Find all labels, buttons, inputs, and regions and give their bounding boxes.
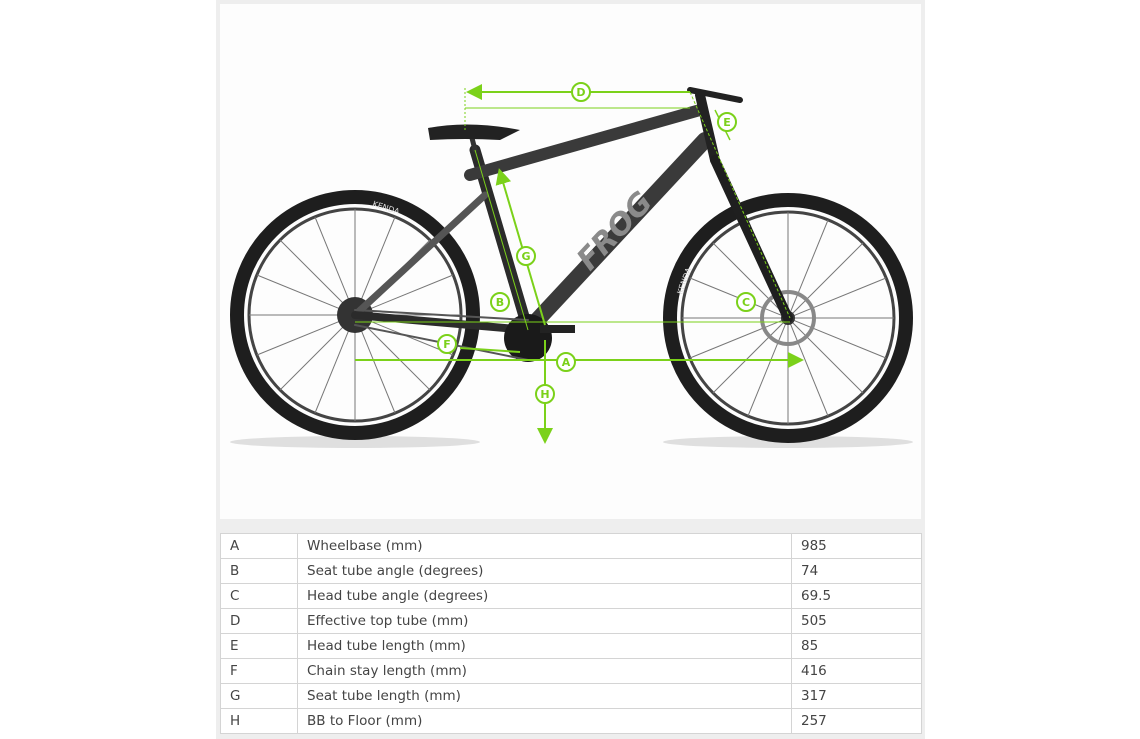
measure-key: E: [220, 633, 298, 659]
measure-value: 74: [791, 558, 922, 584]
svg-text:G: G: [521, 250, 530, 263]
svg-text:F: F: [443, 338, 451, 351]
svg-text:B: B: [496, 296, 504, 309]
measure-key: F: [220, 658, 298, 684]
measure-key: B: [220, 558, 298, 584]
table-row: B Seat tube angle (degrees) 74: [220, 558, 922, 584]
measure-label: Seat tube angle (degrees): [297, 558, 792, 584]
measure-label: Chain stay length (mm): [297, 658, 792, 684]
measure-value: 505: [791, 608, 922, 634]
measure-value: 317: [791, 683, 922, 709]
measure-value: 257: [791, 708, 922, 734]
marker-f: F: [437, 334, 457, 354]
marker-d: D: [571, 82, 591, 102]
table-row: H BB to Floor (mm) 257: [220, 708, 922, 734]
measure-key: D: [220, 608, 298, 634]
table-row: A Wheelbase (mm) 985: [220, 533, 922, 559]
rear-wheel-shadow: [230, 436, 480, 448]
geometry-table-container: A Wheelbase (mm) 985 B Seat tube angle (degr…: [216, 523, 925, 739]
measure-value: 985: [791, 533, 922, 559]
measure-label: Head tube length (mm): [297, 633, 792, 659]
svg-text:H: H: [540, 388, 549, 401]
marker-e: E: [717, 112, 737, 132]
table-row: F Chain stay length (mm) 416: [220, 658, 922, 684]
marker-g: G: [516, 246, 536, 266]
measure-key: G: [220, 683, 298, 709]
geometry-table: A Wheelbase (mm) 985 B Seat tube angle (degr…: [220, 533, 922, 734]
measure-label: Effective top tube (mm): [297, 608, 792, 634]
measure-key: C: [220, 583, 298, 609]
marker-c: C: [736, 292, 756, 312]
svg-text:D: D: [576, 86, 585, 99]
measure-key: H: [220, 708, 298, 734]
geometry-markers: A B C D E F G H: [437, 82, 756, 404]
table-row: G Seat tube length (mm) 317: [220, 683, 922, 709]
measure-value: 69.5: [791, 583, 922, 609]
measure-value: 85: [791, 633, 922, 659]
measure-label: Wheelbase (mm): [297, 533, 792, 559]
table-row: D Effective top tube (mm) 505: [220, 608, 922, 634]
marker-a: A: [556, 352, 576, 372]
svg-text:A: A: [562, 356, 571, 369]
marker-b: B: [490, 292, 510, 312]
table-row: C Head tube angle (degrees) 69.5: [220, 583, 922, 609]
measure-label: Seat tube length (mm): [297, 683, 792, 709]
measure-label: Head tube angle (degrees): [297, 583, 792, 609]
table-row: E Head tube length (mm) 85: [220, 633, 922, 659]
svg-text:E: E: [723, 116, 731, 129]
marker-h: H: [535, 384, 555, 404]
measure-key: A: [220, 533, 298, 559]
measure-value: 416: [791, 658, 922, 684]
frame-brand-logo: FROG: [570, 185, 660, 277]
measure-label: BB to Floor (mm): [297, 708, 792, 734]
svg-text:C: C: [742, 296, 750, 309]
bike-diagram: KENDA KENDA FROG A B C D E F: [230, 82, 913, 448]
